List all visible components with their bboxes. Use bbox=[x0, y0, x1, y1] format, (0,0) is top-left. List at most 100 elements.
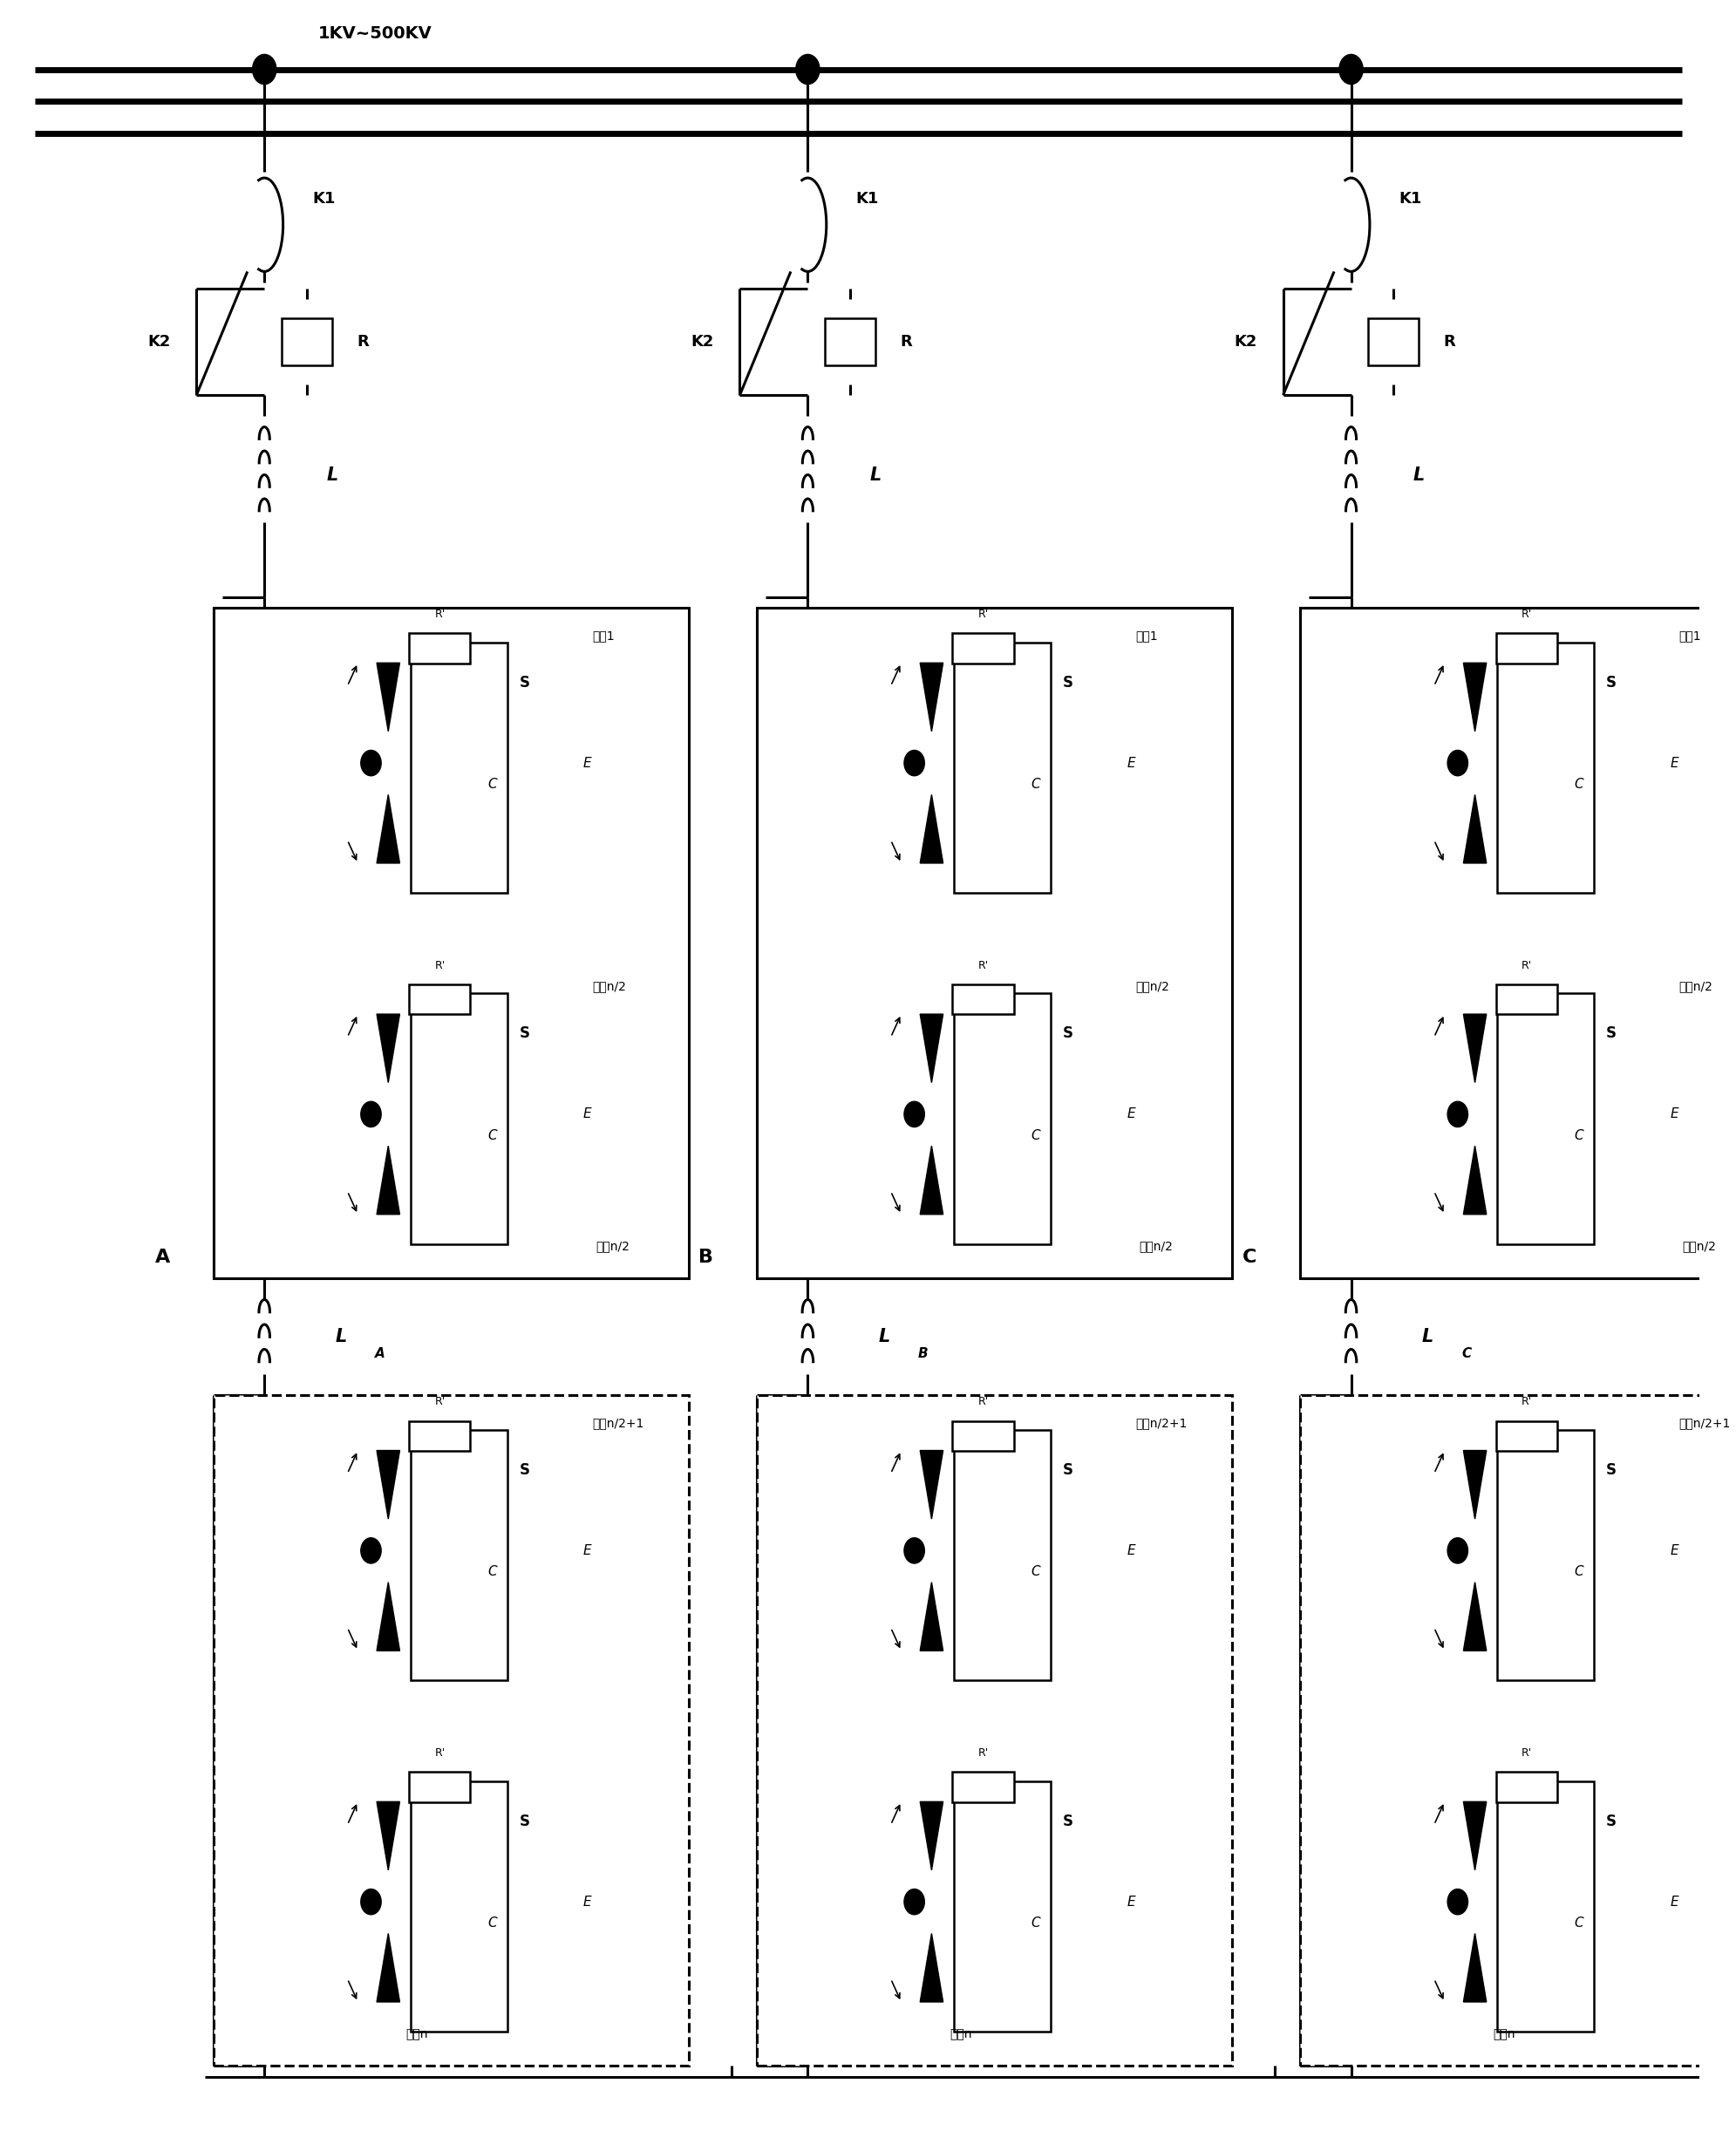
Text: 单元n/2+1: 单元n/2+1 bbox=[1679, 1417, 1731, 1430]
Text: C: C bbox=[1575, 1129, 1583, 1142]
Polygon shape bbox=[377, 1581, 399, 1652]
Polygon shape bbox=[920, 1451, 943, 1519]
Bar bbox=[953, 1421, 1014, 1451]
Text: 单元n: 单元n bbox=[1493, 2029, 1516, 2039]
Text: L: L bbox=[1422, 1328, 1434, 1345]
Circle shape bbox=[361, 1102, 382, 1127]
Polygon shape bbox=[920, 1933, 943, 2001]
Bar bbox=[214, 1396, 689, 2065]
Polygon shape bbox=[920, 1581, 943, 1652]
Bar bbox=[410, 633, 470, 663]
Text: 单元n/2: 单元n/2 bbox=[592, 980, 627, 993]
Polygon shape bbox=[1463, 1933, 1486, 2001]
Text: C: C bbox=[1575, 1916, 1583, 1931]
Text: C: C bbox=[488, 1129, 496, 1142]
Text: C: C bbox=[1031, 1916, 1040, 1931]
Text: C: C bbox=[1462, 1347, 1472, 1360]
Polygon shape bbox=[920, 1801, 943, 1871]
Bar bbox=[1498, 1430, 1594, 1679]
Bar bbox=[411, 641, 507, 893]
Bar bbox=[1498, 1782, 1594, 2031]
Text: 单元n/2+1: 单元n/2+1 bbox=[592, 1417, 644, 1430]
Polygon shape bbox=[377, 795, 399, 863]
Polygon shape bbox=[1463, 663, 1486, 731]
Text: E: E bbox=[1127, 757, 1135, 769]
Text: L: L bbox=[1413, 467, 1425, 484]
Bar bbox=[1342, 970, 1665, 1268]
Text: C: C bbox=[1031, 1129, 1040, 1142]
Polygon shape bbox=[1463, 795, 1486, 863]
Polygon shape bbox=[920, 1146, 943, 1215]
Bar bbox=[955, 641, 1050, 893]
Text: R': R' bbox=[977, 1396, 988, 1406]
Text: C: C bbox=[488, 1566, 496, 1579]
Text: R': R' bbox=[434, 1747, 444, 1758]
Polygon shape bbox=[377, 663, 399, 731]
Bar bbox=[410, 985, 470, 1014]
Text: E: E bbox=[1127, 1108, 1135, 1121]
Text: E: E bbox=[1127, 1894, 1135, 1909]
Text: L: L bbox=[870, 467, 882, 484]
Bar bbox=[1300, 607, 1736, 1279]
Circle shape bbox=[904, 1888, 925, 1914]
Text: 单元n/2: 单元n/2 bbox=[1679, 980, 1713, 993]
Bar bbox=[1496, 985, 1557, 1014]
Text: R': R' bbox=[1521, 1396, 1531, 1406]
Bar bbox=[255, 1758, 578, 2054]
Text: 单元n/2: 单元n/2 bbox=[595, 1240, 630, 1253]
Text: S: S bbox=[1606, 1462, 1616, 1477]
Bar bbox=[1342, 1758, 1665, 2054]
Bar bbox=[1368, 318, 1418, 364]
Polygon shape bbox=[377, 1014, 399, 1083]
Polygon shape bbox=[377, 1933, 399, 2001]
Text: E: E bbox=[1670, 1894, 1679, 1909]
Circle shape bbox=[361, 1539, 382, 1564]
Text: E: E bbox=[1670, 757, 1679, 769]
Text: R': R' bbox=[977, 609, 988, 620]
Text: 单元n/2: 单元n/2 bbox=[1139, 1240, 1174, 1253]
Text: R': R' bbox=[1521, 609, 1531, 620]
Text: 单元n/2: 单元n/2 bbox=[1682, 1240, 1717, 1253]
Text: C: C bbox=[488, 778, 496, 791]
Bar bbox=[799, 970, 1121, 1268]
Bar bbox=[955, 993, 1050, 1245]
Bar bbox=[411, 1782, 507, 2031]
Polygon shape bbox=[377, 1801, 399, 1871]
Text: C: C bbox=[488, 1916, 496, 1931]
Text: K1: K1 bbox=[312, 192, 335, 207]
Text: R: R bbox=[1444, 335, 1455, 349]
Circle shape bbox=[904, 1539, 925, 1564]
Bar bbox=[825, 318, 875, 364]
Text: R': R' bbox=[434, 1396, 444, 1406]
Text: R': R' bbox=[1521, 1747, 1531, 1758]
Bar bbox=[1300, 1396, 1736, 2065]
Text: B: B bbox=[918, 1347, 929, 1360]
Text: S: S bbox=[519, 1462, 529, 1477]
Text: K2: K2 bbox=[148, 335, 170, 349]
Text: C: C bbox=[1241, 1249, 1257, 1266]
Text: B: B bbox=[698, 1249, 713, 1266]
Bar bbox=[757, 607, 1233, 1279]
Circle shape bbox=[252, 55, 276, 85]
Bar bbox=[281, 318, 332, 364]
Bar bbox=[955, 1430, 1050, 1679]
Bar bbox=[255, 970, 578, 1268]
Text: S: S bbox=[1062, 1462, 1073, 1477]
Text: S: S bbox=[1062, 676, 1073, 690]
Bar bbox=[955, 1782, 1050, 2031]
Polygon shape bbox=[920, 795, 943, 863]
Text: E: E bbox=[583, 757, 592, 769]
Text: A: A bbox=[155, 1249, 170, 1266]
Text: S: S bbox=[1606, 1813, 1616, 1828]
Polygon shape bbox=[1463, 1146, 1486, 1215]
Bar bbox=[214, 607, 689, 1279]
Bar bbox=[410, 1773, 470, 1803]
Bar bbox=[255, 618, 578, 916]
Text: E: E bbox=[583, 1108, 592, 1121]
Text: 1KV~500KV: 1KV~500KV bbox=[318, 26, 432, 43]
Text: K2: K2 bbox=[1234, 335, 1257, 349]
Text: R': R' bbox=[434, 959, 444, 972]
Text: 单元n: 单元n bbox=[406, 2029, 429, 2039]
Text: L: L bbox=[878, 1328, 891, 1345]
Bar bbox=[1496, 1421, 1557, 1451]
